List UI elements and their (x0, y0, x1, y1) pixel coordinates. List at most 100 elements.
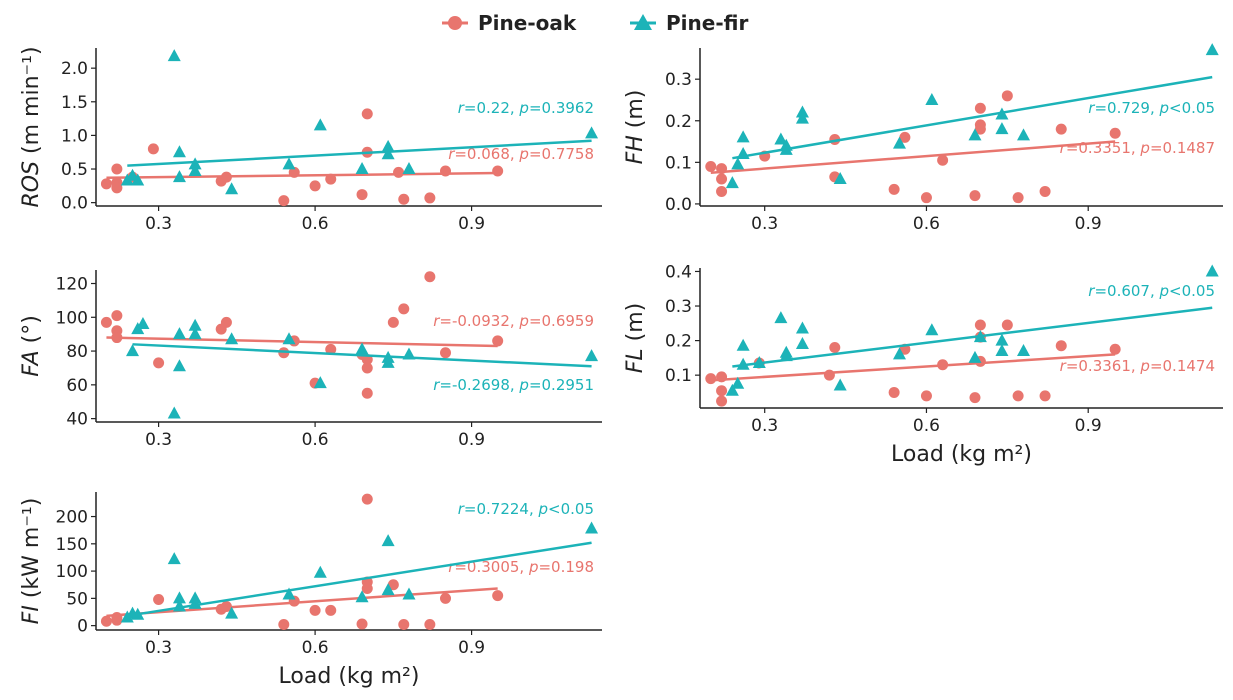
y-tick-label: 0.2 (665, 332, 692, 352)
fit-line (106, 171, 498, 180)
correlation-annotation: r=-0.2698, p=0.2951 (433, 376, 594, 394)
data-point-circle (1001, 319, 1013, 331)
correlation-annotation: r=0.3361, p=0.1474 (1060, 357, 1215, 375)
data-point-triangle (355, 342, 369, 355)
data-point-circle (969, 190, 981, 202)
data-point-triangle (892, 136, 906, 149)
y-tick-label: 50 (66, 589, 88, 609)
chart-fi: 0 50 100 150 200 0.3 0.6 0.9 FI (kW m⁻¹) Load (kg… (19, 492, 602, 689)
data-point-circle (716, 385, 728, 397)
chart-fl: 0.1 0.2 0.3 0.4 0.3 0.6 0.9 FL (m) Load (kg m²) r… (623, 262, 1223, 467)
data-point-triangle (402, 162, 416, 175)
data-point-triangle (1205, 264, 1219, 277)
y-tick-label: 1.0 (61, 126, 88, 146)
data-point-circle (920, 192, 932, 204)
data-point-triangle (795, 321, 809, 334)
x-tick-label: 0.6 (302, 638, 329, 658)
data-point-triangle (313, 565, 327, 578)
data-point-circle (716, 185, 728, 197)
x-tick-label: 0.3 (751, 416, 778, 436)
data-point-circle (220, 316, 232, 328)
data-point-triangle (167, 49, 181, 62)
data-point-circle (278, 619, 290, 631)
data-point-circle (356, 189, 368, 201)
chart-fa: 40 60 80 100 120 0.3 0.6 0.9 FA (°) r=-0.0932, p=… (19, 270, 602, 450)
series-pine-oak: r=0.3361, p=0.1474 (705, 319, 1215, 407)
data-point-triangle (925, 323, 939, 336)
y-tick-label: 0.5 (61, 160, 88, 180)
data-point-circle (1109, 343, 1121, 355)
data-point-circle (325, 343, 337, 355)
data-point-circle (424, 619, 436, 631)
legend-marker-triangle-icon (630, 14, 656, 30)
y-axis-label: FL (m) (623, 303, 648, 374)
data-point-circle (969, 392, 981, 404)
x-tick-label: 0.6 (302, 430, 329, 450)
fit-line (127, 541, 592, 618)
data-point-circle (1001, 90, 1013, 102)
series-pine-fir: r=-0.2698, p=0.2951 (126, 317, 599, 419)
y-tick-label: 40 (66, 410, 88, 430)
data-point-circle (100, 178, 112, 190)
correlation-annotation: r=0.7224, p<0.05 (458, 500, 594, 518)
data-point-triangle (225, 332, 239, 345)
correlation-annotation: r=0.068, p=0.7758 (448, 145, 594, 163)
data-point-circle (387, 579, 399, 591)
x-tick-label: 0.9 (1075, 416, 1102, 436)
series-pine-oak: r=0.3351, p=0.1487 (705, 90, 1215, 204)
y-axis-label: FH (m) (623, 90, 648, 165)
data-point-triangle (1017, 128, 1031, 141)
data-point-triangle (585, 126, 599, 139)
fit-line (132, 343, 592, 368)
legend-label: Pine-oak (478, 11, 577, 35)
fit-line (732, 75, 1213, 160)
data-point-circle (309, 180, 321, 192)
data-point-circle (974, 102, 986, 114)
x-tick-label: 0.9 (458, 430, 485, 450)
x-tick-label: 0.3 (145, 214, 172, 234)
data-point-circle (424, 271, 436, 283)
x-tick-label: 0.9 (458, 638, 485, 658)
data-point-triangle (136, 317, 150, 330)
data-point-circle (387, 316, 399, 328)
fit-line (732, 306, 1213, 368)
series-pine-fir: r=0.7224, p<0.05 (120, 500, 599, 623)
chart-fh: 0.0 0.1 0.2 0.3 0.3 0.6 0.9 FH (m) r=0.3351, p=0… (623, 43, 1223, 234)
data-point-triangle (167, 552, 181, 565)
data-point-triangle (892, 347, 906, 360)
data-point-circle (325, 604, 337, 616)
data-point-triangle (731, 376, 745, 389)
data-point-circle (309, 604, 321, 616)
data-point-circle (716, 395, 728, 407)
data-point-circle (147, 143, 159, 155)
data-point-circle (705, 161, 717, 172)
data-point-circle (440, 592, 452, 604)
data-point-triangle (282, 157, 296, 170)
data-point-circle (1055, 340, 1067, 352)
data-point-triangle (736, 338, 750, 351)
data-point-circle (111, 182, 123, 194)
data-point-circle (974, 123, 986, 135)
series-pine-oak: r=0.068, p=0.7758 (100, 108, 594, 207)
data-point-triangle (188, 327, 202, 340)
data-point-circle (716, 173, 728, 185)
data-point-triangle (736, 130, 750, 143)
data-point-triangle (172, 145, 186, 158)
data-point-circle (393, 166, 405, 178)
data-point-triangle (355, 590, 369, 603)
data-point-triangle (795, 337, 809, 350)
data-point-circle (111, 163, 123, 175)
data-point-triangle (172, 170, 186, 183)
data-point-triangle (995, 343, 1009, 356)
legend-item-pine-fir: Pine-fir (628, 8, 748, 38)
y-tick-label: 0.3 (665, 297, 692, 317)
data-point-triangle (282, 332, 296, 345)
data-point-circle (153, 357, 165, 369)
correlation-annotation: r=0.607, p<0.05 (1088, 282, 1215, 300)
data-point-triangle (795, 105, 809, 118)
y-tick-label: 0.0 (61, 194, 88, 214)
fit-line (127, 139, 592, 167)
data-point-triangle (188, 157, 202, 170)
x-tick-label: 0.3 (751, 214, 778, 234)
data-point-triangle (313, 118, 327, 131)
